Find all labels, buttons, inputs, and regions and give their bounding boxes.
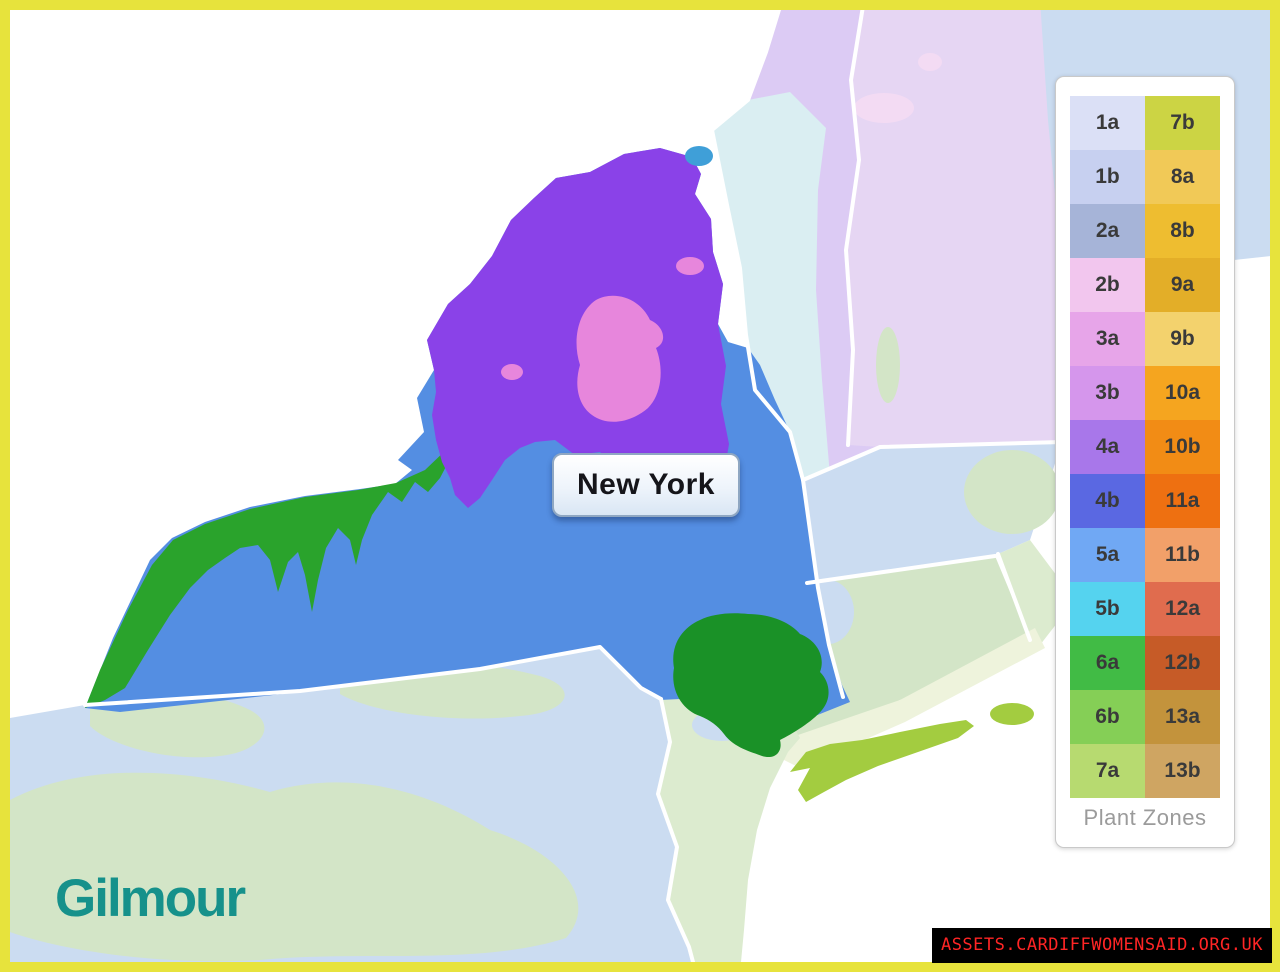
legend-cell-3b: 3b — [1070, 366, 1145, 420]
legend-cell-9b: 9b — [1145, 312, 1220, 366]
legend-cell-12b: 12b — [1145, 636, 1220, 690]
region-ny-zone4a-adirondacks — [427, 148, 729, 508]
legend-title: Plant Zones — [1083, 805, 1207, 830]
region-new-jersey — [658, 696, 800, 962]
pennsylvania-green-blob — [10, 772, 579, 962]
island-blob — [990, 703, 1034, 725]
legend-cell-2a: 2a — [1070, 204, 1145, 258]
legend-cell-4b: 4b — [1070, 474, 1145, 528]
state-label: New York — [552, 453, 740, 517]
plant-zones-legend: 1a 1b 2a 2b 3a 3b 4a 4b 5a 5b 6a 6b 7a 7b 8a 8b 9a 9b 10a 1… — [1055, 76, 1235, 848]
legend-cell-9a: 9a — [1145, 258, 1220, 312]
legend-cell-11b: 11b — [1145, 528, 1220, 582]
region-ny-zone3b-core — [576, 295, 664, 422]
legend-cell-7a: 7a — [1070, 744, 1145, 798]
legend-cell-1a: 1a — [1070, 96, 1145, 150]
adirondack-pink-dot — [501, 364, 523, 380]
legend-cell-3a: 3a — [1070, 312, 1145, 366]
state-border-lines — [83, 0, 1064, 964]
coastal-band — [760, 628, 1045, 768]
legend-cell-5b: 5b — [1070, 582, 1145, 636]
legend-cell-1b: 1b — [1070, 150, 1145, 204]
legend-cell-13b: 13b — [1145, 744, 1220, 798]
legend-cell-2b: 2b — [1070, 258, 1145, 312]
legend-cell-6b: 6b — [1070, 690, 1145, 744]
gilmour-logo: Gilmour — [55, 869, 246, 928]
champlain-lake-spot — [685, 146, 713, 166]
adirondack-pink-dot — [676, 257, 704, 275]
legend-cell-12a: 12a — [1145, 582, 1220, 636]
region-ny-zone7a-long-island — [790, 720, 974, 802]
vermont-pink-blob — [918, 53, 942, 71]
legend-cell-10b: 10b — [1145, 420, 1220, 474]
legend-cell-8b: 8b — [1145, 204, 1220, 258]
legend-cell-13a: 13a — [1145, 690, 1220, 744]
legend-cell-7b: 7b — [1145, 96, 1220, 150]
new-hampshire-green-blob — [876, 327, 900, 403]
region-champlain-shore — [712, 92, 830, 480]
legend-cell-10a: 10a — [1145, 366, 1220, 420]
legend-cell-5a: 5a — [1070, 528, 1145, 582]
legend-grid: 1a 1b 2a 2b 3a 3b 4a 4b 5a 5b 6a 6b 7a 7b 8a 8b 9a 9b 10a 1… — [1070, 96, 1220, 798]
massachusetts-green-patch — [964, 450, 1060, 534]
region-ny-zone6a-west — [85, 432, 458, 708]
state-label-text: New York — [577, 468, 715, 501]
legend-cell-6a: 6a — [1070, 636, 1145, 690]
watermark: ASSETS.CARDIFFWOMENSAID.ORG.UK — [931, 928, 1272, 963]
legend-cell-4a: 4a — [1070, 420, 1145, 474]
legend-cell-11a: 11a — [1145, 474, 1220, 528]
vermont-pink-blob — [854, 93, 914, 123]
legend-cell-8a: 8a — [1145, 150, 1220, 204]
region-ny-zone6a-southeast — [673, 613, 829, 758]
